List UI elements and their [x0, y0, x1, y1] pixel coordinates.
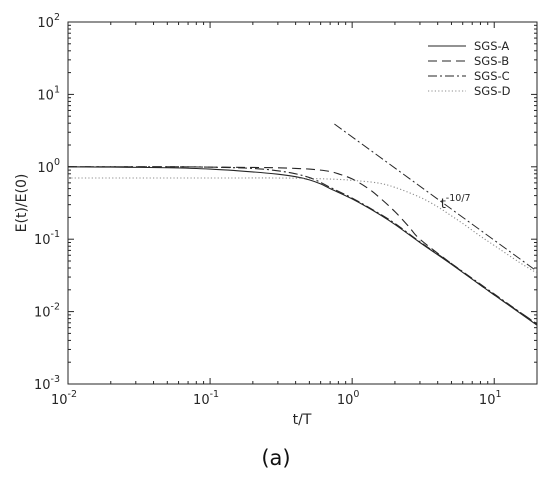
y-tick-label: 10-3: [34, 374, 60, 393]
reference-slope-label-exponent: -10/7: [446, 193, 471, 204]
y-tick-label: 101: [37, 84, 60, 103]
legend-label-sgs-a: SGS-A: [474, 39, 509, 53]
y-tick-label: 10-2: [34, 302, 60, 321]
x-tick-label: 10-1: [193, 389, 219, 408]
legend-label-sgs-c: SGS-C: [474, 69, 510, 83]
panel-caption: (a): [261, 446, 290, 470]
legend-label-sgs-d: SGS-D: [474, 84, 511, 98]
y-tick-label: 102: [37, 12, 60, 31]
reference-slope-label-base: t: [441, 197, 446, 212]
plot-frame: [67, 21, 538, 385]
series-line-sgs-c: [68, 166, 537, 325]
x-axis-ticks: 10-2 10-1 100 101: [51, 22, 538, 408]
y-tick-label: 10-1: [34, 229, 60, 248]
x-axis-label: t/T: [293, 412, 312, 428]
series-line-sgs-d: [68, 177, 537, 274]
legend-label-sgs-b: SGS-B: [474, 54, 509, 68]
reference-slope-layer: [334, 123, 537, 272]
reference-slope-label: t-10/7: [441, 193, 471, 212]
x-tick-label: 10-2: [51, 389, 77, 408]
y-axis-ticks: 10-3 10-2 10-1 100 101 102: [34, 12, 537, 393]
y-tick-label: 100: [37, 157, 60, 176]
series-layer: [68, 166, 537, 326]
reference-slope-line: [334, 123, 537, 272]
series-line-sgs-a: [68, 166, 537, 326]
x-tick-label: 100: [337, 389, 360, 408]
series-line-sgs-b: [68, 166, 537, 325]
x-tick-label: 101: [479, 389, 502, 408]
y-axis-label: E(t)/E(0): [14, 174, 30, 233]
